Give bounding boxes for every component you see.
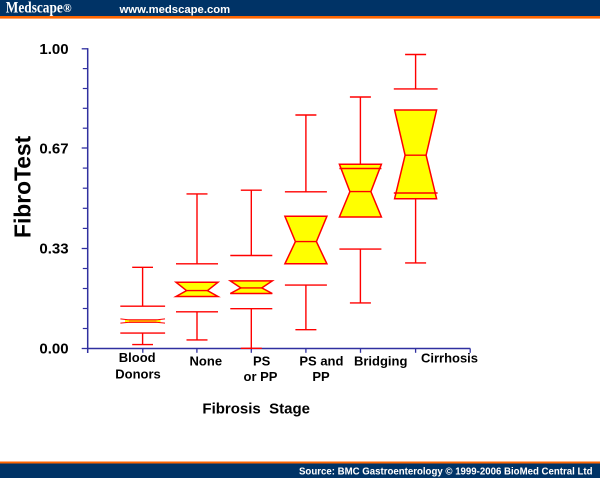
svg-text:Donors: Donors <box>115 366 161 381</box>
svg-text:PS: PS <box>253 353 271 368</box>
svg-text:PS and: PS and <box>299 354 343 369</box>
svg-text:Medscape: Medscape <box>6 0 63 17</box>
svg-text:Cirrhosis: Cirrhosis <box>421 351 478 366</box>
svg-text:PP: PP <box>312 369 330 384</box>
svg-text:Blood: Blood <box>119 350 156 365</box>
svg-text:Fibrosis Stage: Fibrosis Stage <box>202 400 310 417</box>
svg-text:www.medscape.com: www.medscape.com <box>119 4 231 16</box>
svg-text:Source: BMC Gastroenterology ©: Source: BMC Gastroenterology © 1999-2006… <box>299 466 593 478</box>
svg-text:None: None <box>190 354 223 369</box>
svg-text:®: ® <box>63 3 72 15</box>
svg-text:0.67: 0.67 <box>39 140 68 157</box>
svg-text:0.33: 0.33 <box>39 240 68 257</box>
svg-text:or PP: or PP <box>244 369 278 384</box>
svg-text:Bridging: Bridging <box>354 353 407 368</box>
svg-text:0.00: 0.00 <box>39 341 68 358</box>
svg-text:FibroTest: FibroTest <box>10 135 36 238</box>
svg-text:1.00: 1.00 <box>39 41 68 58</box>
